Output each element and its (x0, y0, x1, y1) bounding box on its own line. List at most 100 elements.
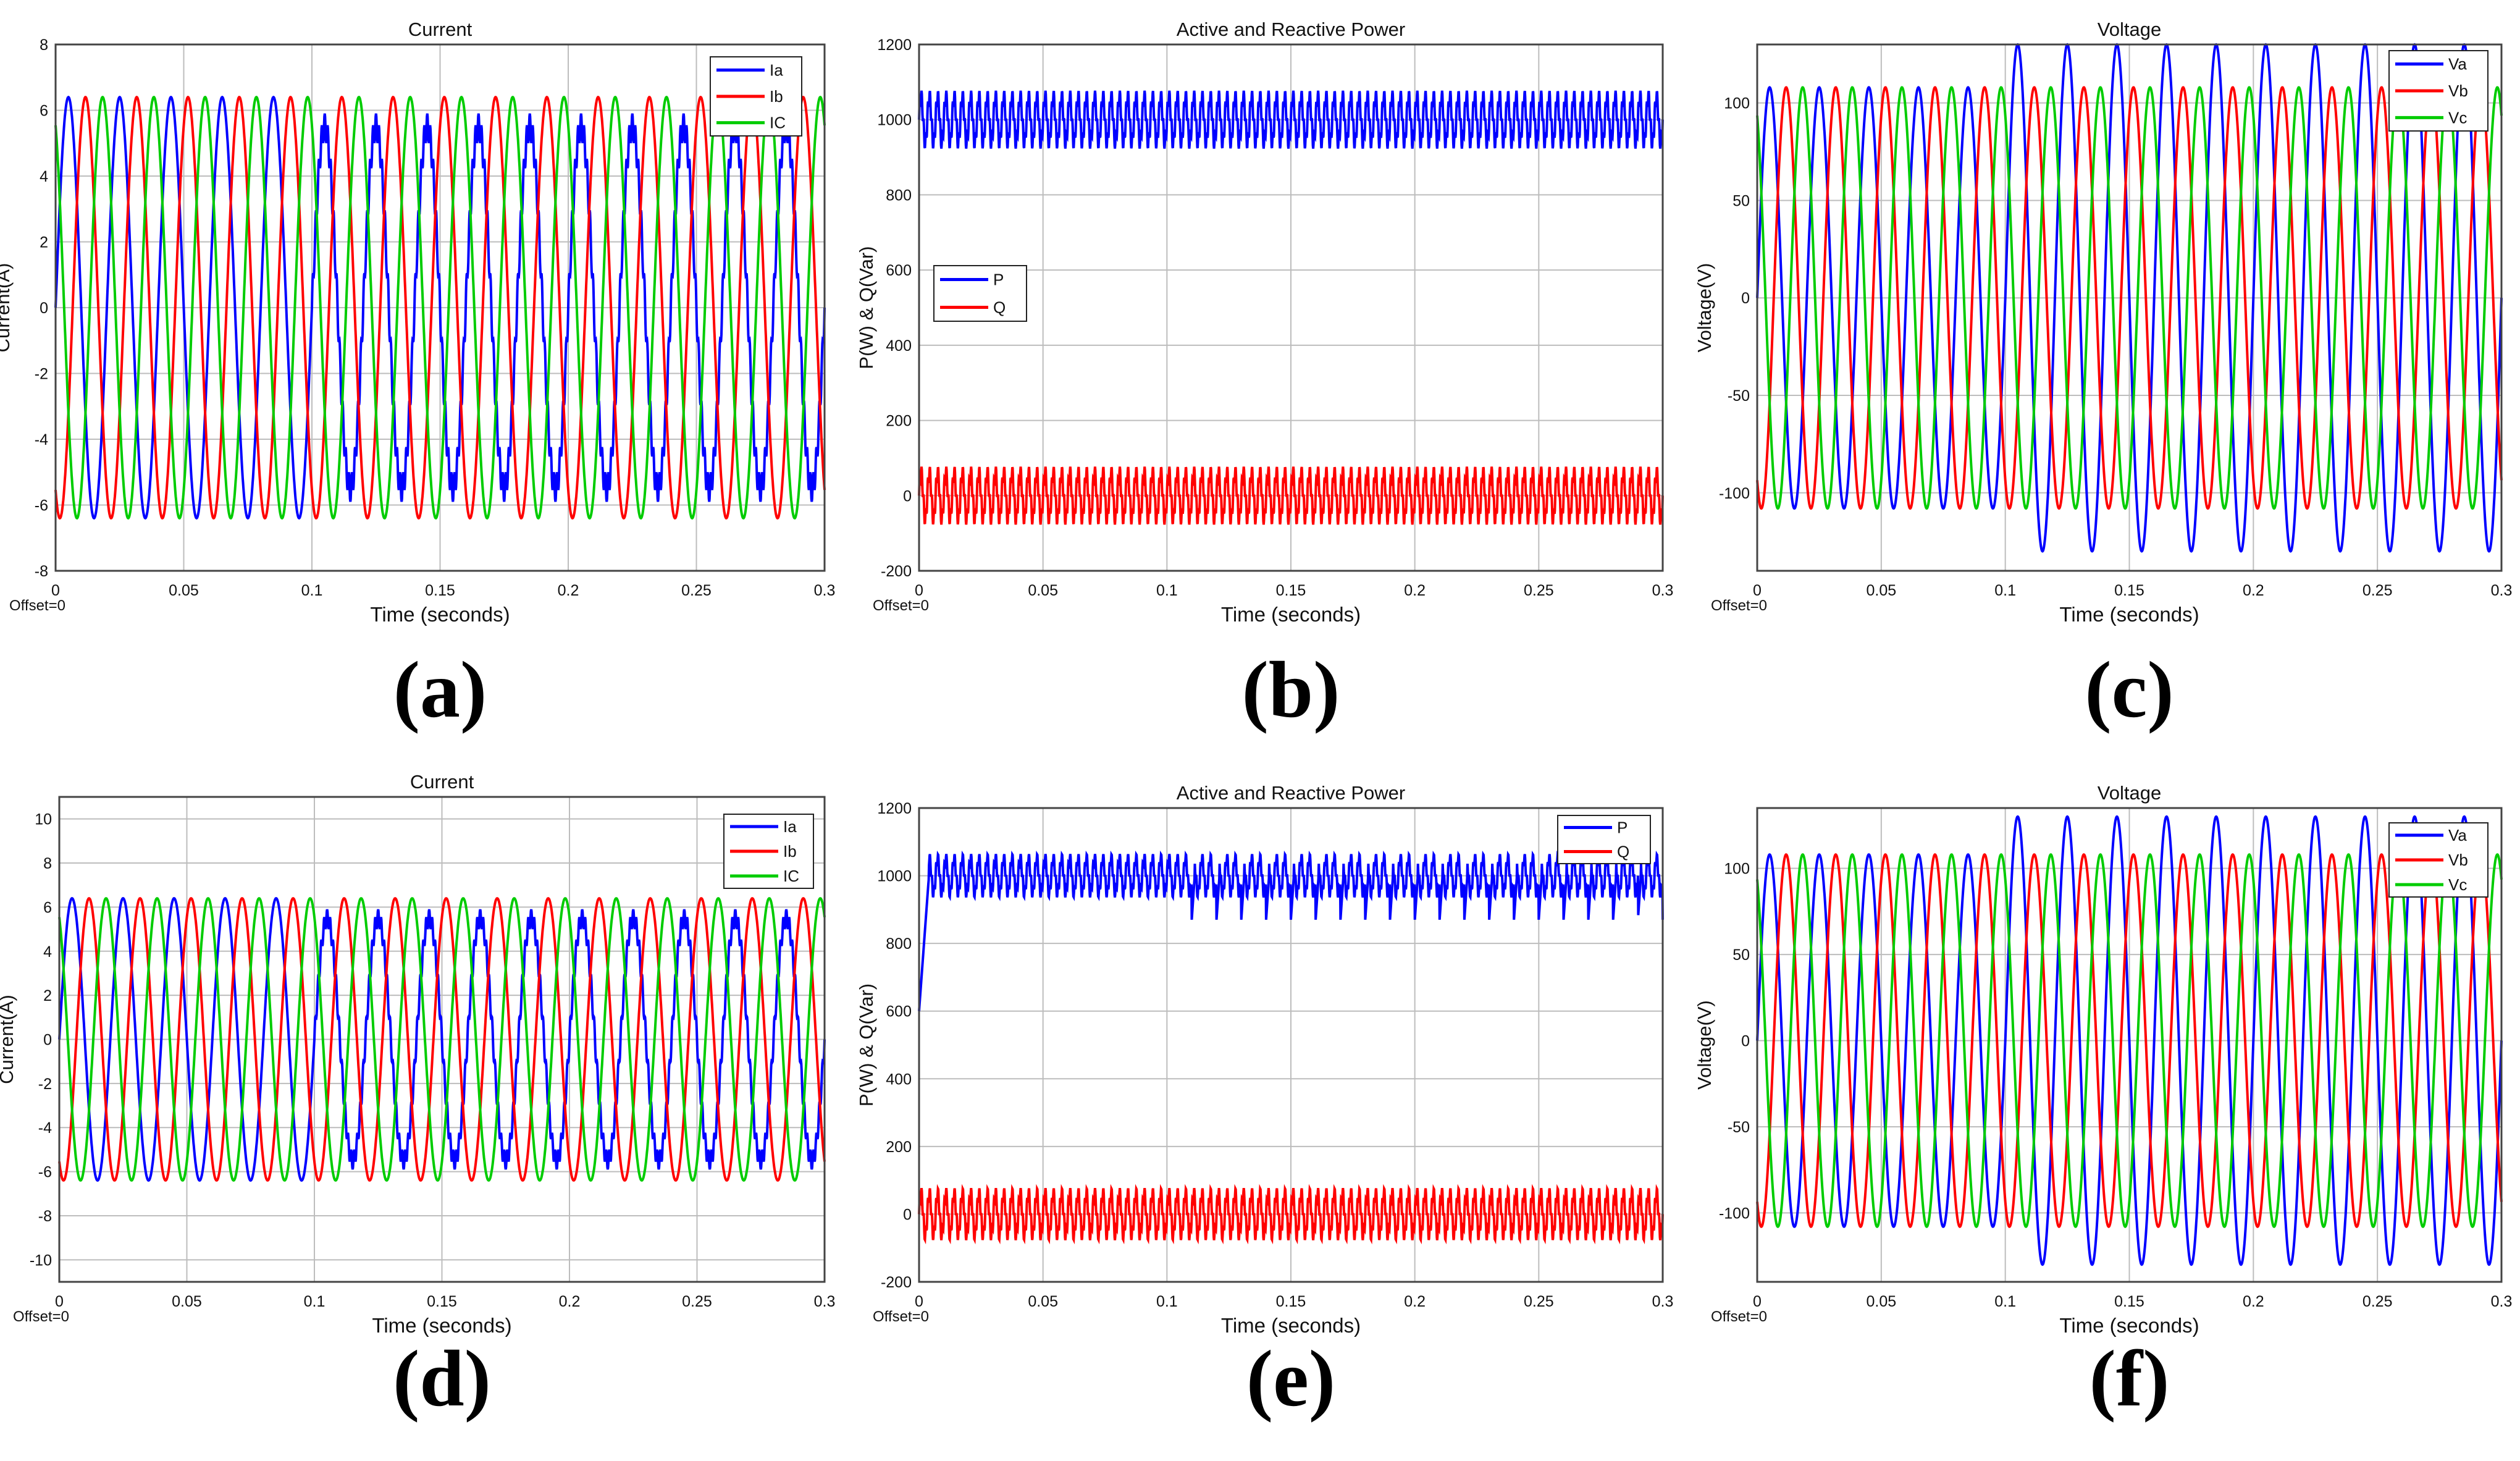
y-tick-label: 400 (886, 1071, 912, 1088)
legend-label: IC (783, 867, 799, 885)
y-tick-label: -100 (1719, 1205, 1750, 1222)
legend-label: Q (1617, 843, 1629, 861)
x-tick-label: 0.3 (1652, 1293, 1674, 1310)
panel-letter: (f) (2090, 1334, 2170, 1423)
legend-label: Ia (783, 817, 797, 836)
y-tick-label: 800 (886, 187, 912, 204)
y-tick-label: -10 (30, 1252, 52, 1269)
legend: PQ (1557, 815, 1651, 864)
x-tick-label: 0.2 (559, 1293, 581, 1310)
chart-panel-e: 0 0.05 0.1 0.15 0.2 0.25 0.3 1200 1000 800 600 400 2… (855, 782, 1673, 1423)
chart-title: Voltage (2098, 19, 2161, 40)
y-tick-label: 50 (1732, 192, 1750, 209)
y-tick-label: 8 (43, 855, 52, 872)
x-tick-label: 0.1 (304, 1293, 326, 1310)
series-line-vb (1756, 853, 2503, 1228)
x-tick-label: 0.2 (2243, 582, 2264, 599)
y-tick-label: 10 (35, 811, 52, 828)
legend-label: Q (993, 298, 1006, 317)
x-axis-label: Time (seconds) (370, 603, 510, 626)
y-tick-label: 100 (1724, 861, 1750, 878)
panel-letter: (e) (1246, 1334, 1335, 1423)
legend-label: Va (2448, 55, 2467, 74)
x-tick-label: 0.25 (2362, 582, 2393, 599)
x-tick-label: 0.05 (172, 1293, 202, 1310)
x-tick-label: 0 (55, 1293, 64, 1310)
panel-letter: (c) (2085, 646, 2174, 735)
x-tick-label: 0 (51, 582, 60, 599)
x-tick-label: 0.1 (1156, 582, 1178, 599)
y-tick-label: -50 (1728, 1119, 1750, 1136)
chart-panel-a: 0 0.05 0.1 0.15 0.2 0.25 0.3 8 6 4 2 0 -2 -4 -6 -8 Curre… (0, 19, 835, 735)
panel-letter: (a) (393, 646, 487, 735)
x-axis-label: Time (seconds) (372, 1314, 511, 1337)
x-tick-label: 0.1 (301, 582, 323, 599)
x-tick-label: 0.3 (814, 1293, 836, 1310)
x-tick-label: 0.05 (1028, 1293, 1058, 1310)
x-tick-label: 0.2 (558, 582, 579, 599)
y-axis-label: Current(A) (0, 995, 17, 1084)
y-tick-label: 1000 (877, 868, 912, 885)
y-tick-label: -4 (38, 1119, 52, 1137)
chart-panel-c: 0 0.05 0.1 0.15 0.2 0.25 0.3 100 50 0 -50 -100 Volta… (1694, 19, 2512, 735)
x-tick-label: 0.15 (425, 582, 455, 599)
y-tick-label: -2 (38, 1076, 52, 1093)
series-line-va (1756, 43, 2503, 553)
series-line-p (918, 90, 1664, 149)
series-line-va (1756, 815, 2503, 1266)
offset-label: Offset=0 (13, 1308, 69, 1325)
chart-title: Current (408, 19, 472, 40)
chart-title: Active and Reactive Power (1177, 782, 1405, 804)
x-tick-label: 0.05 (169, 582, 199, 599)
chart-panel-d: 0 0.05 0.1 0.15 0.2 0.25 0.3 10 8 6 4 2 0 -2 -4 -6 -8 -10… (0, 771, 835, 1423)
x-axis-label: Time (seconds) (1221, 603, 1361, 626)
y-tick-label: 2 (43, 987, 52, 1004)
x-tick-label: 0.2 (1404, 582, 1426, 599)
x-tick-label: 0.25 (1524, 582, 1554, 599)
x-tick-label: 0.15 (2114, 582, 2144, 599)
y-tick-label: -200 (881, 1274, 912, 1291)
offset-label: Offset=0 (873, 1308, 929, 1325)
y-tick-label: 200 (886, 1139, 912, 1156)
x-tick-label: 0 (1753, 1293, 1762, 1310)
axes-frame (918, 43, 1664, 572)
x-tick-label: 0.3 (1652, 582, 1674, 599)
y-tick-label: -50 (1728, 387, 1750, 405)
y-tick-label: 1200 (877, 800, 912, 817)
y-tick-label: 800 (886, 935, 912, 953)
y-tick-label: 0 (903, 487, 912, 505)
x-tick-label: 0.1 (1994, 582, 2016, 599)
legend-box (1557, 815, 1651, 864)
chart-title: Voltage (2098, 782, 2161, 804)
y-tick-label: -6 (38, 1164, 52, 1181)
y-tick-label: 8 (40, 36, 48, 54)
y-axis-label: Voltage(V) (1694, 263, 1715, 353)
axes-frame (1756, 43, 2503, 572)
x-tick-label: 0 (1753, 582, 1762, 599)
legend-label: Vc (2448, 875, 2467, 894)
chart-panel-b: 0 0.05 0.1 0.15 0.2 0.25 0.3 1200 1000 800 600 400 2… (855, 19, 1673, 735)
y-tick-label: 0 (903, 1206, 912, 1223)
y-tick-label: 50 (1732, 946, 1750, 964)
x-tick-label: 0.15 (1276, 582, 1306, 599)
y-tick-label: 600 (886, 1003, 912, 1021)
x-tick-label: 0.25 (682, 1293, 712, 1310)
y-axis-label: Current(A) (0, 263, 14, 353)
offset-label: Offset=0 (873, 597, 929, 614)
series-line-ib (58, 897, 826, 1182)
legend: Ia Ib IC (710, 56, 802, 137)
y-tick-label: 4 (43, 943, 52, 961)
series-line-p (918, 850, 1664, 1011)
series-line-ic (54, 96, 826, 520)
offset-label: Offset=0 (9, 597, 65, 614)
series-line-vc (1756, 86, 2503, 510)
y-tick-label: 6 (40, 103, 48, 120)
y-tick-label: 0 (43, 1032, 52, 1049)
offset-label: Offset=0 (1711, 1308, 1767, 1325)
x-tick-label: 0.15 (1276, 1293, 1306, 1310)
y-tick-label: 0 (1741, 290, 1750, 307)
legend-label: Vc (2448, 108, 2467, 127)
y-tick-label: -8 (35, 563, 48, 580)
x-axis-label: Time (seconds) (2059, 1314, 2199, 1337)
